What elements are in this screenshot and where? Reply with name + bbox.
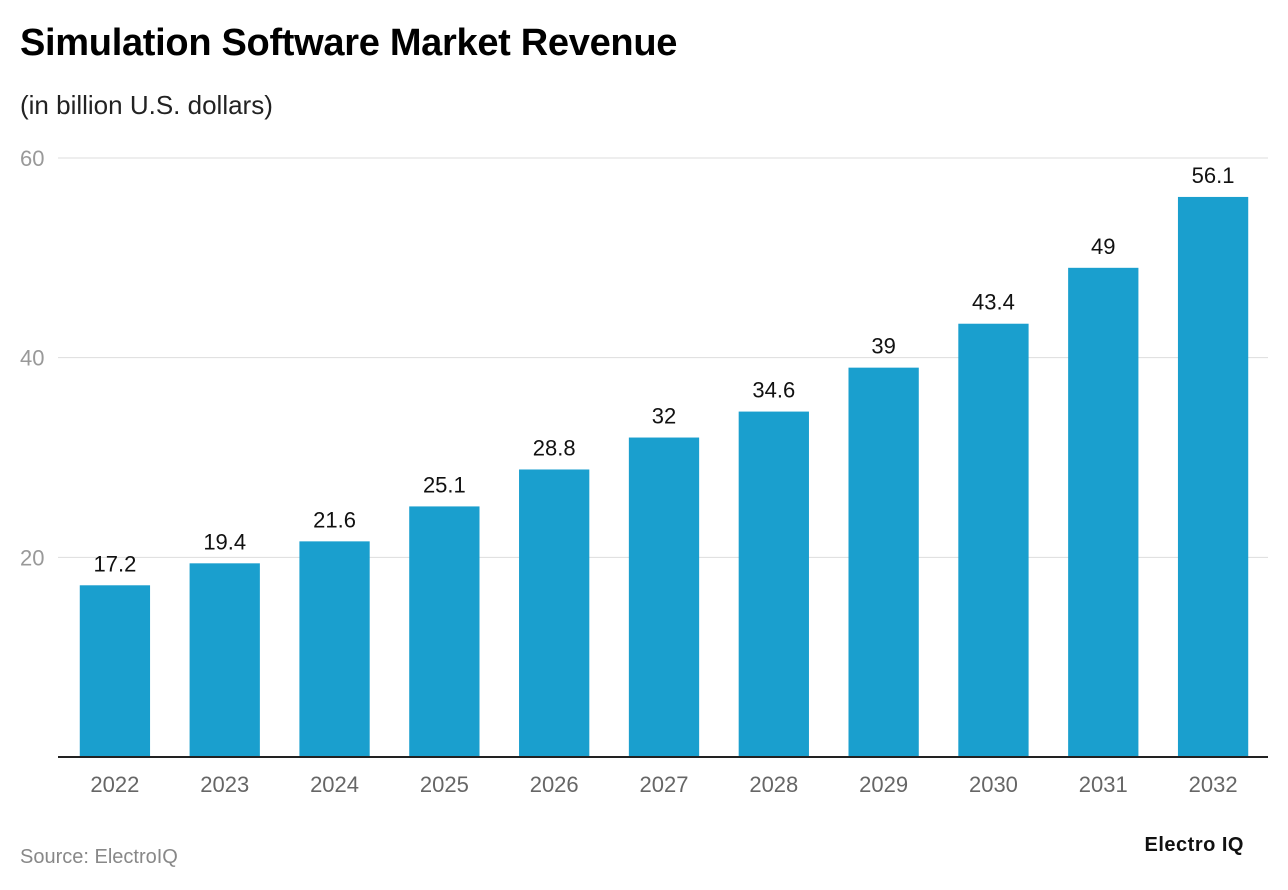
data-labels: 17.2 19.4 21.6 25.1 28.8 32 34.6 39 43.4 49 56.1 bbox=[93, 163, 1234, 576]
x-tick-label-2023: 2023 bbox=[200, 772, 249, 797]
bar-2032[interactable] bbox=[1177, 196, 1249, 757]
bar-2028[interactable] bbox=[738, 411, 809, 757]
y-tick-label: 40 bbox=[20, 346, 44, 371]
data-label-2031: 49 bbox=[1091, 234, 1115, 259]
data-label-2028: 34.6 bbox=[752, 378, 795, 403]
bar-2029[interactable] bbox=[848, 367, 919, 757]
data-label-2026: 28.8 bbox=[533, 435, 576, 460]
x-tick-label-2029: 2029 bbox=[859, 772, 908, 797]
bar-2030[interactable] bbox=[958, 323, 1029, 757]
data-label-2024: 21.6 bbox=[313, 507, 356, 532]
data-label-2022: 17.2 bbox=[93, 551, 136, 576]
bar-2023[interactable] bbox=[189, 563, 260, 757]
x-axis-ticks: 2022 2023 2024 2025 2026 2027 2028 2029 2030 2031… bbox=[90, 772, 1237, 797]
data-label-2027: 32 bbox=[652, 404, 676, 429]
x-tick-label-2022: 2022 bbox=[90, 772, 139, 797]
x-tick-label-2027: 2027 bbox=[640, 772, 689, 797]
source-note: Source: ElectroIQ bbox=[20, 846, 178, 868]
data-label-2032: 56.1 bbox=[1192, 163, 1235, 188]
bar-2025[interactable] bbox=[409, 506, 480, 757]
x-tick-label-2032: 2032 bbox=[1189, 772, 1238, 797]
bars bbox=[79, 196, 1249, 757]
data-label-2023: 19.4 bbox=[203, 529, 246, 554]
data-label-2030: 43.4 bbox=[972, 290, 1015, 315]
x-tick-label-2028: 2028 bbox=[749, 772, 798, 797]
y-tick-label: 20 bbox=[20, 545, 44, 570]
chart-title: Simulation Software Market Revenue bbox=[20, 22, 678, 64]
bar-2024[interactable] bbox=[299, 541, 370, 757]
y-axis-ticks: 20 40 60 bbox=[20, 146, 44, 570]
x-tick-label-2024: 2024 bbox=[310, 772, 359, 797]
x-tick-label-2026: 2026 bbox=[530, 772, 579, 797]
y-tick-label: 60 bbox=[20, 146, 44, 171]
bar-2027[interactable] bbox=[628, 437, 700, 757]
bar-2026[interactable] bbox=[519, 469, 590, 757]
x-tick-label-2031: 2031 bbox=[1079, 772, 1128, 797]
chart-subtitle: (in billion U.S. dollars) bbox=[20, 90, 273, 120]
x-tick-label-2025: 2025 bbox=[420, 772, 469, 797]
brand-logo: Electro IQ bbox=[1144, 834, 1244, 856]
data-label-2025: 25.1 bbox=[423, 472, 466, 497]
data-label-2029: 39 bbox=[871, 334, 895, 359]
bar-2031[interactable] bbox=[1068, 267, 1139, 757]
bar-2022[interactable] bbox=[79, 585, 151, 757]
x-tick-label-2030: 2030 bbox=[969, 772, 1018, 797]
